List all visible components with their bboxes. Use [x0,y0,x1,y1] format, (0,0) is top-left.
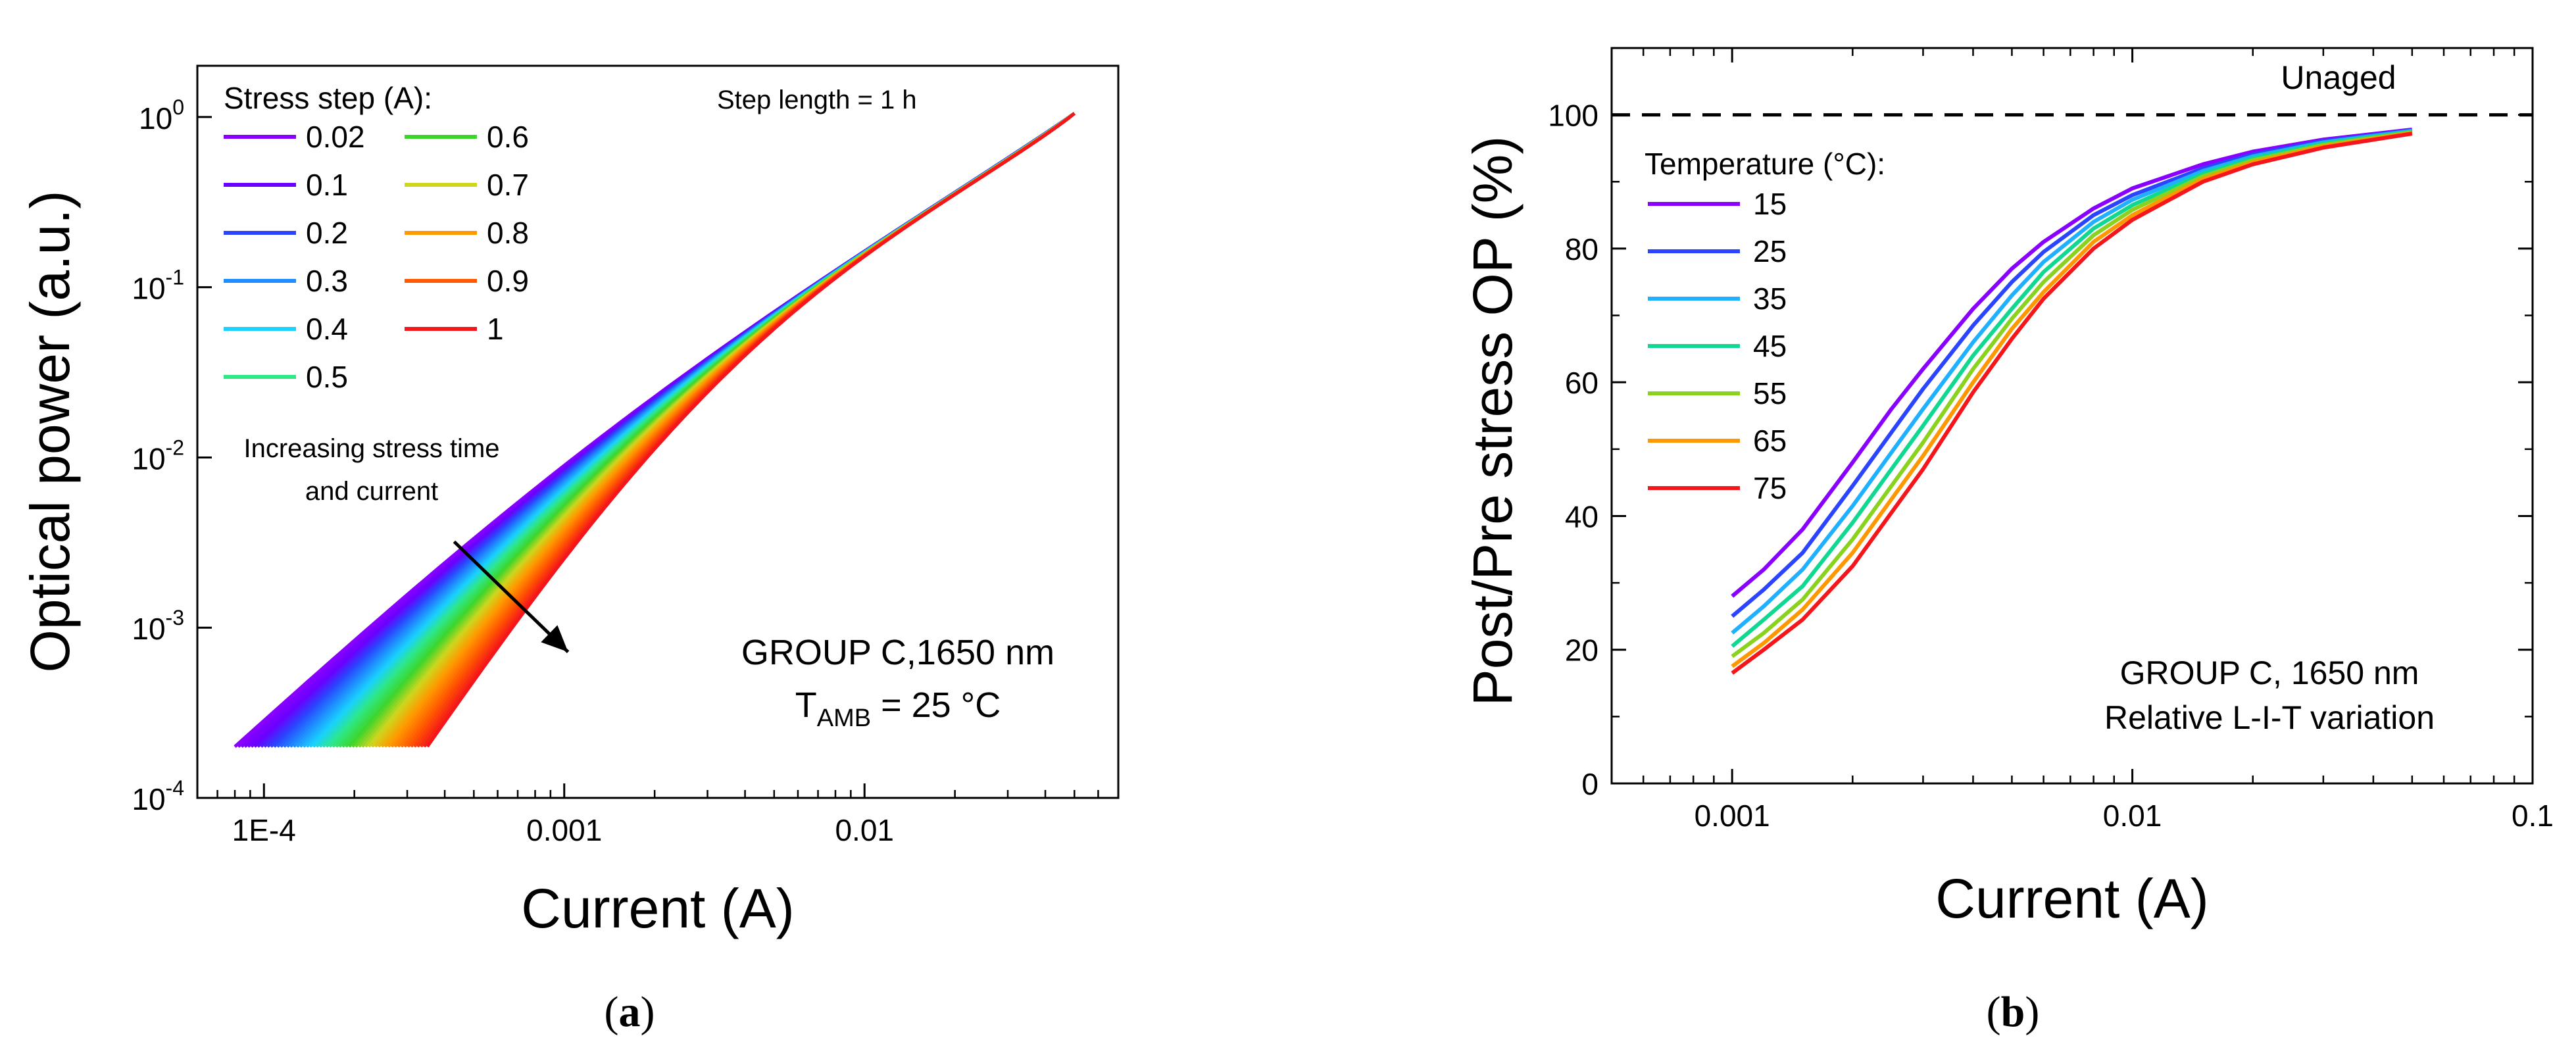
caption-a-open: ( [605,988,619,1036]
panel-b-y-tick-label: 100 [1548,99,1598,133]
caption-b-close: ) [2025,988,2039,1036]
panel-b-y-tick-label: 60 [1565,366,1598,400]
panel-b-legend-label: 45 [1753,329,1787,363]
caption-a-letter: a [619,988,641,1036]
panel-b-legend: 15 25 35 45 55 65 75 [1648,187,1787,505]
panel-b-legend-label: 75 [1753,471,1787,505]
panel-b-variation-label: Relative L-I-T variation [2104,699,2435,736]
panel-a-legend-label: 0.8 [487,216,529,250]
panel-a-legend-label: 0.9 [487,264,529,298]
panel-a-legend-label: 0.5 [306,360,348,394]
panel-b-y-tick-label: 40 [1565,499,1598,533]
panel-b-series-line [1731,130,2413,658]
panel-a-arrow-text-line2: and current [305,477,438,506]
panel-a-x-tick-label: 0.01 [835,813,894,847]
panel-b-series-lines [1731,128,2413,675]
panel-a-arrow-head [541,625,568,653]
panel-a-tick-labels: 1E-4 0.001 0.01 10-4 10-3 10-2 10-1 100 [132,95,894,847]
panel-b-legend-label: 35 [1753,282,1787,316]
panel-a-chart: 1E-4 0.001 0.01 10-4 10-3 10-2 10-1 100 Current… [19,64,1120,939]
caption-a-close: ) [641,988,655,1036]
panel-a-curve-family [234,112,1076,748]
panel-b-legend-label: 15 [1753,187,1787,221]
panel-b-y-tick-label: 80 [1565,232,1598,266]
panel-b-series-line [1731,132,2413,675]
panel-b-y-axis-label: Post/Pre stress OP (%) [1462,136,1523,706]
panel-b-legend-title: Temperature (°C): [1645,147,1885,181]
panel-a-y-tick-label: 10-1 [132,266,184,306]
panel-a-legend-label: 1 [487,312,504,346]
panel-a-annotation-arrow [453,540,570,653]
panel-a-curve [426,112,1076,748]
panel-b-series-line [1731,130,2413,648]
panel-a-x-tick-label: 0.001 [526,813,602,847]
panel-b-x-axis-label: Current (A) [1935,868,2208,929]
panel-b-group-label: GROUP C, 1650 nm [2120,654,2419,691]
panel-a-legend: 0.02 0.1 0.2 0.3 0.4 0.5 0.6 0.7 0.8 0.9 1 [224,120,529,394]
panel-a-y-axis-label: Optical power (a.u.) [19,191,81,673]
panel-a-legend-label: 0.4 [306,312,348,346]
panel-b-legend-label: 65 [1753,424,1787,458]
panel-a-legend-label: 0.7 [487,168,529,202]
panel-a-step-length: Step length = 1 h [717,86,917,114]
panel-a-x-axis-label: Current (A) [521,877,794,939]
panel-b-series-line [1731,131,2413,668]
caption-b: (b) [1987,988,2040,1036]
panel-b-ticks [1610,48,2534,785]
panel-b-y-tick-label: 20 [1565,633,1598,668]
panel-a-legend-label: 0.3 [306,264,348,298]
panel-a-y-tick-label: 10-4 [132,776,184,816]
panel-a-legend-label: 0.1 [306,168,348,202]
panel-b-chart: Unaged 0.001 0.01 0.1 0 20 40 60 80 100 Current … [1462,47,2554,929]
caption-b-letter: b [2001,988,2025,1036]
panel-a-x-tick-label: 1E-4 [232,813,296,847]
caption-b-open: ( [1987,988,2001,1036]
panel-a-y-tick-label: 10-2 [132,435,184,476]
panel-b-legend-label: 25 [1753,234,1787,268]
panel-a-legend-title: Stress step (A): [224,81,432,115]
panel-a-ticks [196,116,1120,799]
panel-b-series-line [1731,128,2413,618]
panel-a-legend-label: 0.6 [487,120,529,154]
panel-a-legend-label: 0.2 [306,216,348,250]
panel-b-x-tick-label: 0.1 [2512,799,2554,833]
panel-a-tamb-subscript: AMB [817,704,871,732]
panel-a-arrow-text-line1: Increasing stress time [243,434,499,463]
panel-a-tamb-label: TAMB = 25 °C [795,685,1001,732]
panel-a-arrow-shaft [453,540,570,653]
panel-a-y-tick-label: 10-3 [132,606,184,646]
caption-a: (a) [605,988,655,1036]
panel-a-plot-frame [196,64,1120,799]
panel-b-unaged-label: Unaged [2281,59,2396,96]
panel-b-tick-labels: 0.001 0.01 0.1 0 20 40 60 80 100 [1548,99,2554,833]
panel-b-y-tick-label: 0 [1581,767,1598,801]
panel-b-x-tick-label: 0.01 [2103,799,2162,833]
panel-a-tamb-value: = 25 °C [871,685,1001,725]
panel-a-group-label: GROUP C,1650 nm [741,633,1054,672]
panel-a-legend-label: 0.02 [306,120,365,154]
panel-a-y-tick-label: 100 [139,95,184,136]
panel-b-legend-label: 55 [1753,376,1787,410]
panel-b-series-line [1731,129,2413,635]
panel-a-tamb-symbol: T [795,685,817,725]
panel-b-x-tick-label: 0.001 [1695,799,1770,833]
panel-b-series-line [1731,128,2413,598]
panel-b-plot-frame [1610,47,2534,785]
